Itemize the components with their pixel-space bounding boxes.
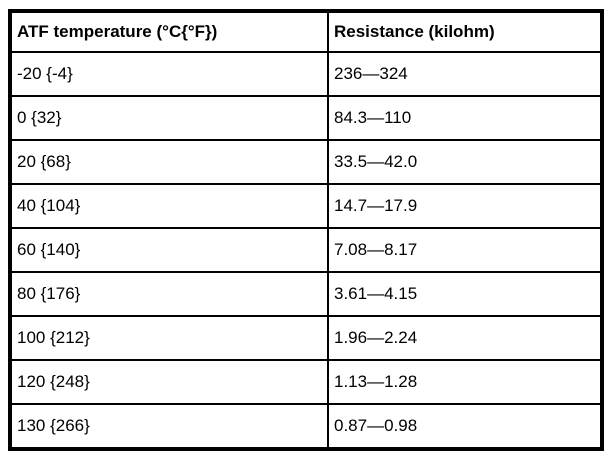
cell-resistance: 236—324 [327,51,603,97]
table-row: 20 {68} 33.5—42.0 [9,139,603,185]
cell-resistance: 7.08—8.17 [327,227,603,273]
cell-temperature: 80 {176} [9,271,329,317]
cell-resistance: 1.13—1.28 [327,359,603,405]
header-temperature: ATF temperature (°C{°F}) [9,10,329,53]
table-row: 100 {212} 1.96—2.24 [9,315,603,361]
header-resistance: Resistance (kilohm) [327,10,603,53]
table-row: 130 {266} 0.87—0.98 [9,403,603,450]
cell-resistance: 14.7—17.9 [327,183,603,229]
table-row: 120 {248} 1.13—1.28 [9,359,603,405]
cell-resistance: 33.5—42.0 [327,139,603,185]
cell-temperature: 60 {140} [9,227,329,273]
cell-temperature: 0 {32} [9,95,329,141]
cell-temperature: 130 {266} [9,403,329,450]
table-row: 80 {176} 3.61—4.15 [9,271,603,317]
table-row: 0 {32} 84.3—110 [9,95,603,141]
table-row: -20 {-4} 236—324 [9,51,603,97]
cell-resistance: 0.87—0.98 [327,403,603,450]
cell-temperature: 120 {248} [9,359,329,405]
table-row: 40 {104} 14.7—17.9 [9,183,603,229]
table-row: 60 {140} 7.08—8.17 [9,227,603,273]
cell-resistance: 3.61—4.15 [327,271,603,317]
cell-resistance: 1.96—2.24 [327,315,603,361]
cell-temperature: 20 {68} [9,139,329,185]
page: ATF temperature (°C{°F}) Resistance (kil… [8,9,604,451]
cell-temperature: 40 {104} [9,183,329,229]
table-header-row: ATF temperature (°C{°F}) Resistance (kil… [9,10,603,53]
cell-resistance: 84.3—110 [327,95,603,141]
cell-temperature: 100 {212} [9,315,329,361]
atf-resistance-table: ATF temperature (°C{°F}) Resistance (kil… [8,9,604,451]
cell-temperature: -20 {-4} [9,51,329,97]
